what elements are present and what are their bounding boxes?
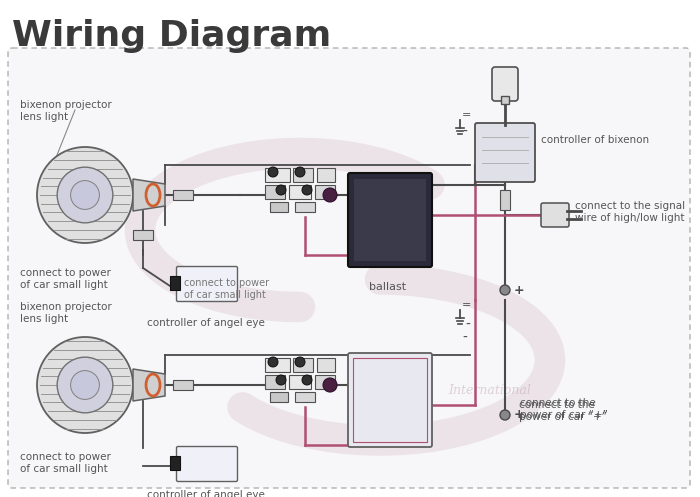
Bar	[315, 375, 335, 389]
Text: bixenon projector
lens light: bixenon projector lens light	[20, 100, 112, 122]
Text: bixenon projector
lens light: bixenon projector lens light	[20, 302, 112, 324]
Text: connect to the signal
wire of high/low light: connect to the signal wire of high/low l…	[575, 201, 685, 223]
Text: =: =	[462, 110, 471, 120]
Circle shape	[268, 357, 278, 367]
Text: connect to power
of car small light: connect to power of car small light	[20, 268, 111, 290]
Bar	[289, 185, 311, 199]
Text: connect to power
of car small light: connect to power of car small light	[20, 452, 111, 474]
Text: ballast: ballast	[370, 282, 407, 292]
Text: connect to the
power of car “+”: connect to the power of car “+”	[519, 400, 607, 421]
Text: controller of angel eye: controller of angel eye	[147, 490, 265, 497]
Bar	[353, 358, 427, 442]
Bar	[265, 358, 290, 372]
Bar	[354, 179, 426, 261]
Polygon shape	[133, 179, 165, 211]
Circle shape	[276, 375, 286, 385]
Text: controller of bixenon: controller of bixenon	[541, 135, 649, 145]
Circle shape	[500, 285, 510, 295]
Bar	[170, 456, 180, 470]
Text: connect to power
of car small light: connect to power of car small light	[184, 278, 269, 300]
Text: -: -	[462, 331, 467, 345]
Bar	[133, 230, 153, 240]
Circle shape	[302, 185, 312, 195]
Circle shape	[295, 167, 305, 177]
Bar	[289, 375, 311, 389]
Bar	[173, 190, 193, 200]
Bar	[265, 375, 285, 389]
Bar	[295, 392, 315, 402]
FancyBboxPatch shape	[541, 203, 569, 227]
Bar	[270, 392, 288, 402]
Circle shape	[323, 188, 337, 202]
Bar	[500, 190, 510, 210]
Bar	[265, 185, 285, 199]
Bar	[501, 96, 509, 104]
Bar	[317, 168, 335, 182]
FancyBboxPatch shape	[348, 353, 432, 447]
FancyBboxPatch shape	[176, 266, 237, 302]
Polygon shape	[133, 369, 165, 401]
Circle shape	[295, 357, 305, 367]
FancyBboxPatch shape	[176, 446, 237, 482]
Bar	[270, 202, 288, 212]
Bar	[173, 380, 193, 390]
FancyBboxPatch shape	[475, 123, 535, 182]
Bar	[170, 276, 180, 290]
Circle shape	[57, 357, 113, 413]
Text: controller of angel eye: controller of angel eye	[147, 318, 265, 328]
Bar	[295, 202, 315, 212]
Circle shape	[302, 375, 312, 385]
Circle shape	[71, 180, 99, 209]
Circle shape	[37, 337, 133, 433]
FancyBboxPatch shape	[492, 67, 518, 101]
Bar	[265, 168, 290, 182]
Circle shape	[71, 371, 99, 400]
Circle shape	[57, 167, 113, 223]
Text: -: -	[465, 318, 470, 332]
FancyBboxPatch shape	[348, 173, 432, 267]
Circle shape	[37, 147, 133, 243]
Circle shape	[276, 185, 286, 195]
Bar	[293, 358, 313, 372]
Text: +: +	[514, 283, 524, 297]
Bar	[315, 185, 335, 199]
Circle shape	[500, 410, 510, 420]
Bar	[293, 168, 313, 182]
Text: +: +	[514, 409, 524, 421]
Text: Wiring Diagram: Wiring Diagram	[12, 19, 331, 53]
Text: =: =	[462, 300, 471, 310]
Bar	[317, 358, 335, 372]
Circle shape	[323, 378, 337, 392]
Circle shape	[268, 167, 278, 177]
Text: International: International	[449, 384, 531, 397]
Text: connect to the
power of car “+”: connect to the power of car “+”	[520, 398, 608, 419]
Text: -: -	[462, 125, 467, 139]
FancyBboxPatch shape	[8, 48, 690, 488]
